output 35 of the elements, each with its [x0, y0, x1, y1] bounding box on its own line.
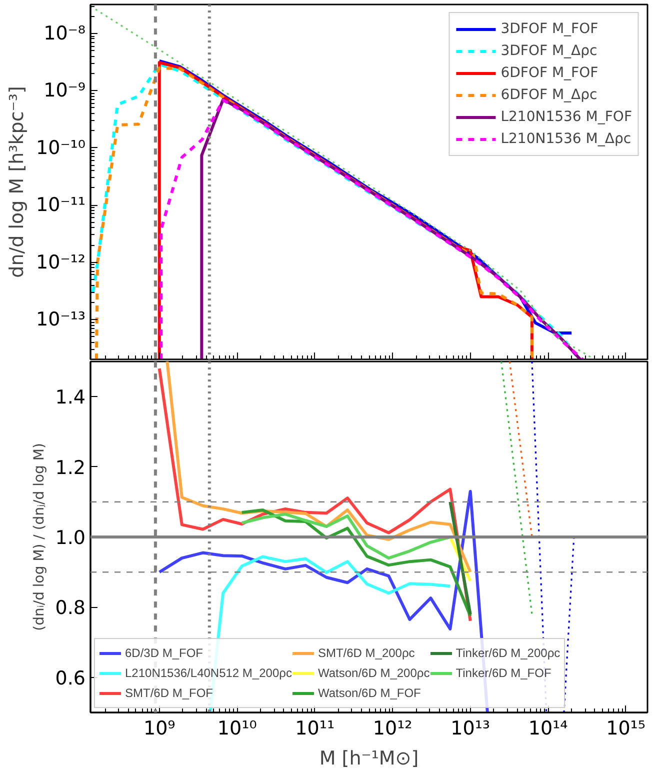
- legend-label: L210N1536/L40N512 M_200ρc: [125, 665, 292, 681]
- legend-label: L210N1536 M_FOF: [500, 109, 632, 125]
- y-tick-label: 10⁻⁸: [44, 22, 86, 44]
- legend-label: 3DFOF M_Δρc: [500, 43, 598, 59]
- legend-label: 6DFOF M_Δρc: [500, 87, 598, 103]
- y-tick-label: 10⁻¹⁰: [36, 136, 86, 159]
- x-tick-label: 10¹¹: [295, 718, 335, 740]
- x-tick-label: 10¹⁵: [606, 718, 646, 740]
- x-tick-label: 10⁹: [143, 718, 176, 740]
- y-tick-label: 1.0: [55, 527, 86, 549]
- y-tick-label: 1.4: [55, 386, 86, 409]
- legend-label: SMT/6D M_FOF: [125, 685, 214, 701]
- y-tick-label: 0.6: [55, 667, 86, 690]
- legend-label: L210N1536 M_Δρc: [500, 131, 632, 147]
- y-tick-label: 10⁻⁹: [44, 80, 86, 102]
- y-tick-label: 10⁻¹¹: [36, 194, 86, 216]
- legend-label: Watson/6D M_FOF: [318, 685, 421, 701]
- y-axis-title: (dnᵢ/d log M) / (dnⱼ/d log M): [31, 443, 48, 631]
- legend-label: Watson/6D M_200ρc: [318, 665, 430, 681]
- legend-label: 6DFOF M_FOF: [500, 65, 598, 81]
- legend-label: SMT/6D M_200ρc: [318, 645, 415, 661]
- x-tick-label: 10¹⁰: [217, 718, 257, 740]
- legend-label: Tinker/6D M_200ρc: [456, 645, 560, 661]
- y-tick-label: 10⁻¹³: [36, 308, 86, 331]
- legend-label: Tinker/6D M_FOF: [456, 665, 552, 681]
- legend-label: 3DFOF M_FOF: [500, 21, 598, 37]
- x-tick-label: 10¹³: [450, 718, 490, 740]
- x-axis-title: M [h⁻¹M⊙]: [319, 748, 419, 770]
- y-tick-label: 1.2: [55, 456, 86, 479]
- legend-label: 6D/3D M_FOF: [125, 645, 204, 661]
- x-tick-label: 10¹²: [372, 718, 412, 740]
- y-tick-label: 10⁻¹²: [36, 251, 86, 274]
- x-tick-label: 10¹⁴: [528, 718, 568, 740]
- y-tick-label: 0.8: [55, 597, 86, 620]
- y-axis-title: dn/d log M [h³kpc⁻³]: [6, 86, 28, 278]
